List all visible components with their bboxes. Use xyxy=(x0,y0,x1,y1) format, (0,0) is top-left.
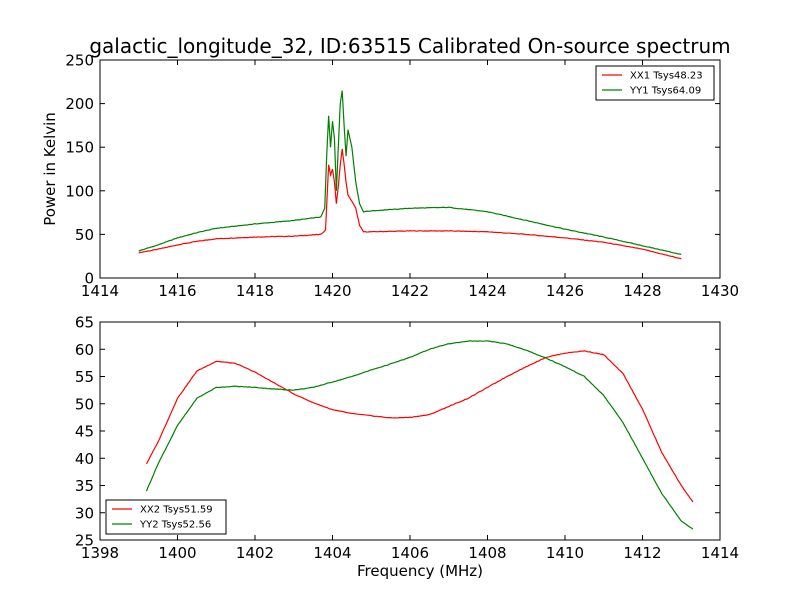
bottom-series-xx-line xyxy=(145,350,694,503)
bottom-x-axis-label: Frequency (MHz) xyxy=(357,562,483,580)
top-x-tick-label: 1428 xyxy=(623,282,661,300)
top-y-tick-label: 250 xyxy=(65,52,94,70)
bottom-x-tick-label: 1408 xyxy=(468,544,506,562)
top-x-tick-label: 1424 xyxy=(468,282,506,300)
figure-title: galactic_longitude_32, ID:63515 Calibrat… xyxy=(89,34,730,58)
top-ticks: 1414 1416 1418 1420 1422 1424 1426 1428 1430 0 50 1… xyxy=(65,52,739,301)
top-y-axis-label: Power in Kelvin xyxy=(41,112,59,226)
bottom-y-tick-label: 45 xyxy=(75,423,94,441)
bottom-legend-box xyxy=(105,499,227,535)
bottom-ticks: 1398 1400 1402 1404 1406 1408 1410 1412 1414 25 30… xyxy=(75,314,739,563)
bottom-y-tick-label: 55 xyxy=(75,368,94,386)
top-y-tick-label: 150 xyxy=(65,139,94,157)
bottom-x-tick-label: 1410 xyxy=(546,544,584,562)
top-legend-label-xx1: XX1 Tsys48.23 xyxy=(630,71,703,82)
bottom-y-tick-label: 65 xyxy=(75,314,94,332)
top-y-tick-label: 200 xyxy=(65,95,94,113)
bottom-x-tick-label: 1406 xyxy=(391,544,429,562)
bottom-y-tick-label: 50 xyxy=(75,395,94,413)
bottom-axes: 1398 1400 1402 1404 1406 1408 1410 1412 1414 25 30… xyxy=(75,314,739,581)
bottom-y-tick-label: 60 xyxy=(75,341,94,359)
top-series-xx-line xyxy=(138,148,682,260)
bottom-y-tick-label: 30 xyxy=(75,504,94,522)
bottom-legend: XX2 Tsys51.59 YY2 Tsys52.56 xyxy=(105,499,227,535)
top-y-tick-label: 100 xyxy=(65,182,94,200)
bottom-series xyxy=(145,340,694,530)
bottom-x-tick-label: 1404 xyxy=(313,544,351,562)
top-x-tick-label: 1426 xyxy=(546,282,584,300)
bottom-legend-label-xx2: XX2 Tsys51.59 xyxy=(140,505,213,516)
bottom-y-tick-label: 40 xyxy=(75,450,94,468)
top-legend-box xyxy=(595,65,715,101)
bottom-x-tick-label: 1402 xyxy=(236,544,274,562)
top-axes: 1414 1416 1418 1420 1422 1424 1426 1428 1430 0 50 1… xyxy=(41,52,739,301)
top-x-tick-label: 1420 xyxy=(313,282,351,300)
bottom-legend-label-yy2: YY2 Tsys52.56 xyxy=(139,520,211,531)
top-series xyxy=(138,90,682,260)
top-x-tick-label: 1414 xyxy=(81,282,119,300)
bottom-x-tick-label: 1414 xyxy=(701,544,739,562)
top-series-yy-line xyxy=(138,90,682,256)
top-x-tick-label: 1416 xyxy=(158,282,196,300)
top-y-tick-label: 0 xyxy=(84,270,94,288)
top-x-tick-label: 1422 xyxy=(391,282,429,300)
top-y-tick-label: 50 xyxy=(75,226,94,244)
top-legend: XX1 Tsys48.23 YY1 Tsys64.09 xyxy=(595,65,715,101)
bottom-y-tick-label: 35 xyxy=(75,477,94,495)
bottom-x-tick-label: 1400 xyxy=(158,544,196,562)
top-x-tick-label: 1430 xyxy=(701,282,739,300)
top-x-tick-label: 1418 xyxy=(236,282,274,300)
top-legend-label-yy1: YY1 Tsys64.09 xyxy=(629,86,701,97)
bottom-x-tick-label: 1398 xyxy=(81,544,119,562)
bottom-series-yy-line xyxy=(145,340,694,530)
bottom-y-tick-label: 25 xyxy=(75,532,94,550)
bottom-x-tick-label: 1412 xyxy=(623,544,661,562)
